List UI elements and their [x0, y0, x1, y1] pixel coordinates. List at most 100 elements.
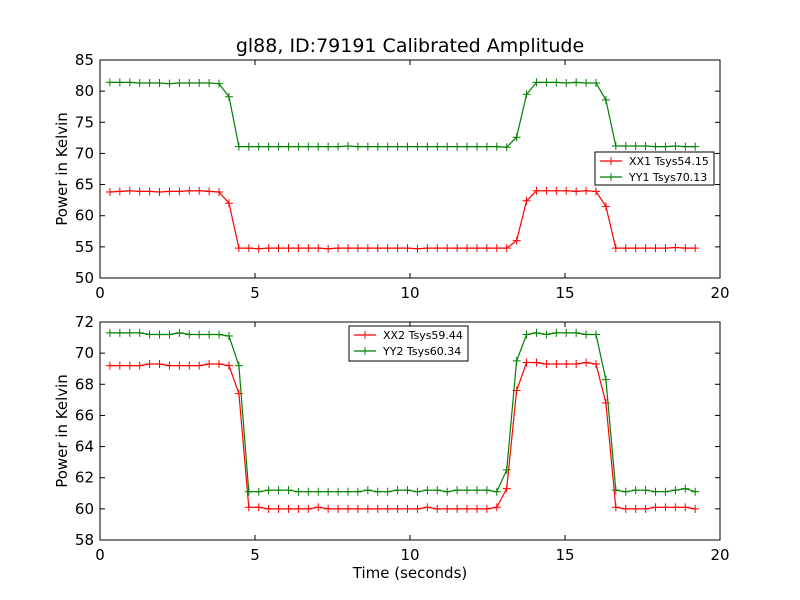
bottom-series-0-point — [641, 504, 650, 513]
bottom-series-0-point — [165, 361, 174, 370]
bottom-series-1-point — [125, 328, 134, 337]
bottom-series-0-point — [611, 503, 620, 512]
top-series-0-point — [145, 187, 154, 196]
top-series-1-point — [661, 142, 670, 151]
top-series-0-point — [621, 244, 630, 253]
top-series-1-point — [641, 141, 650, 150]
top-series-1-point — [304, 142, 313, 151]
top-series-1-point — [224, 92, 233, 101]
bottom-series-0-point — [661, 503, 670, 512]
bottom-series-0-point — [334, 504, 343, 513]
bottom-series-0-point — [671, 503, 680, 512]
top-y-tick-label: 85 — [75, 51, 94, 69]
bottom-series-1-point — [423, 486, 432, 495]
bottom-series-1-point — [234, 361, 243, 370]
bottom-series-0-point — [125, 361, 134, 370]
bottom-y-tick-label: 58 — [75, 531, 94, 549]
top-series-1-point — [115, 78, 124, 87]
bottom-series-1-point — [264, 486, 273, 495]
bottom-series-1-point — [324, 487, 333, 496]
bottom-series-1-point — [502, 465, 511, 474]
top-series-1-point — [681, 142, 690, 151]
top-series-1-point — [105, 78, 114, 87]
bottom-series-1-point — [552, 328, 561, 337]
top-series-0-point — [274, 244, 283, 253]
top-series-0-point — [284, 244, 293, 253]
top-series-0-point — [185, 186, 194, 195]
bottom-x-tick-label: 15 — [555, 546, 574, 564]
top-legend-label: YY1 Tsys70.13 — [628, 171, 707, 184]
bottom-series-0-point — [502, 484, 511, 493]
top-series-0-point — [254, 244, 263, 253]
bottom-series-0-point — [284, 504, 293, 513]
top-series-1-point — [691, 142, 700, 151]
top-series-1-point — [334, 142, 343, 151]
top-series-0-point — [592, 187, 600, 196]
bottom-series-0-point — [175, 361, 184, 370]
bottom-series-1-point — [344, 487, 352, 496]
bottom-series-0-point — [572, 360, 581, 369]
bottom-x-tick-label: 0 — [95, 546, 105, 564]
top-x-tick-label: 20 — [710, 284, 729, 302]
top-x-tick-label: 5 — [250, 284, 260, 302]
bottom-series-0-point — [304, 504, 313, 513]
bottom-series-1-point — [224, 332, 233, 341]
bottom-series-0-point — [135, 361, 144, 370]
bottom-series-0-point — [224, 361, 233, 370]
bottom-series-1-point — [215, 330, 224, 339]
top-series-0-point — [403, 244, 412, 253]
top-series-0-point — [661, 244, 670, 253]
top-series-0-point — [215, 188, 224, 197]
top-series-0-point — [681, 244, 690, 253]
top-series-0-point — [512, 236, 521, 245]
top-legend-label: XX1 Tsys54.15 — [629, 155, 709, 168]
top-series-1-point — [433, 142, 442, 151]
top-series-1-point — [463, 142, 472, 151]
top-series-1-point — [185, 79, 194, 88]
top-series-1-point — [403, 142, 412, 151]
bottom-series-0-point — [195, 361, 204, 370]
bottom-series-0-point — [294, 504, 303, 513]
bottom-series-0-point — [453, 504, 462, 513]
bottom-series-0-point — [542, 360, 551, 369]
top-series-0-point — [492, 244, 501, 253]
top-series-1-point — [443, 142, 452, 151]
bottom-y-tick-label: 64 — [75, 438, 94, 456]
top-series-1-point — [502, 143, 511, 152]
top-subplot: 0 5 10 15 20 50 55 60 65 70 75 80 85 Power in Kelvin… — [53, 51, 730, 302]
top-series-1-point — [205, 79, 214, 88]
bottom-series-0-point — [363, 504, 372, 513]
bottom-series-1-point — [443, 487, 452, 496]
bottom-series-0-point — [413, 504, 422, 513]
top-series-0-point — [244, 244, 253, 253]
top-series-0-point — [433, 244, 442, 253]
bottom-y-tick-label: 72 — [75, 313, 94, 331]
top-series-0-point — [572, 187, 581, 196]
top-series-0-point — [393, 244, 402, 253]
top-series-0-point — [552, 186, 561, 195]
top-series-1-point — [324, 142, 333, 151]
bottom-series-1-point — [453, 486, 462, 495]
bottom-series-0-point — [185, 361, 194, 370]
bottom-series-1-point — [631, 486, 640, 495]
bottom-legend-box — [348, 325, 469, 362]
top-series-1-point — [552, 78, 561, 87]
top-x-tick-label: 10 — [400, 284, 419, 302]
top-series-0-point — [155, 188, 164, 197]
top-series-0-point — [125, 186, 134, 195]
top-series-1-point — [294, 142, 303, 151]
top-series-1-point — [215, 79, 224, 88]
bottom-series-0-point — [115, 361, 124, 370]
bottom-legend: XX2 Tsys59.44 YY2 Tsys60.34 — [348, 325, 469, 362]
bottom-series-1-point — [294, 487, 303, 496]
top-series-0-point — [324, 244, 333, 253]
top-series-0-point — [691, 244, 700, 253]
bottom-series-0-point — [254, 503, 263, 512]
top-series-1-point — [383, 142, 392, 151]
bottom-series-1-point — [145, 330, 154, 339]
top-y-tick-label: 80 — [75, 82, 94, 100]
bottom-series-0-point — [522, 358, 531, 367]
bottom-series-0-point — [423, 503, 432, 512]
top-series-1-point — [621, 141, 630, 150]
